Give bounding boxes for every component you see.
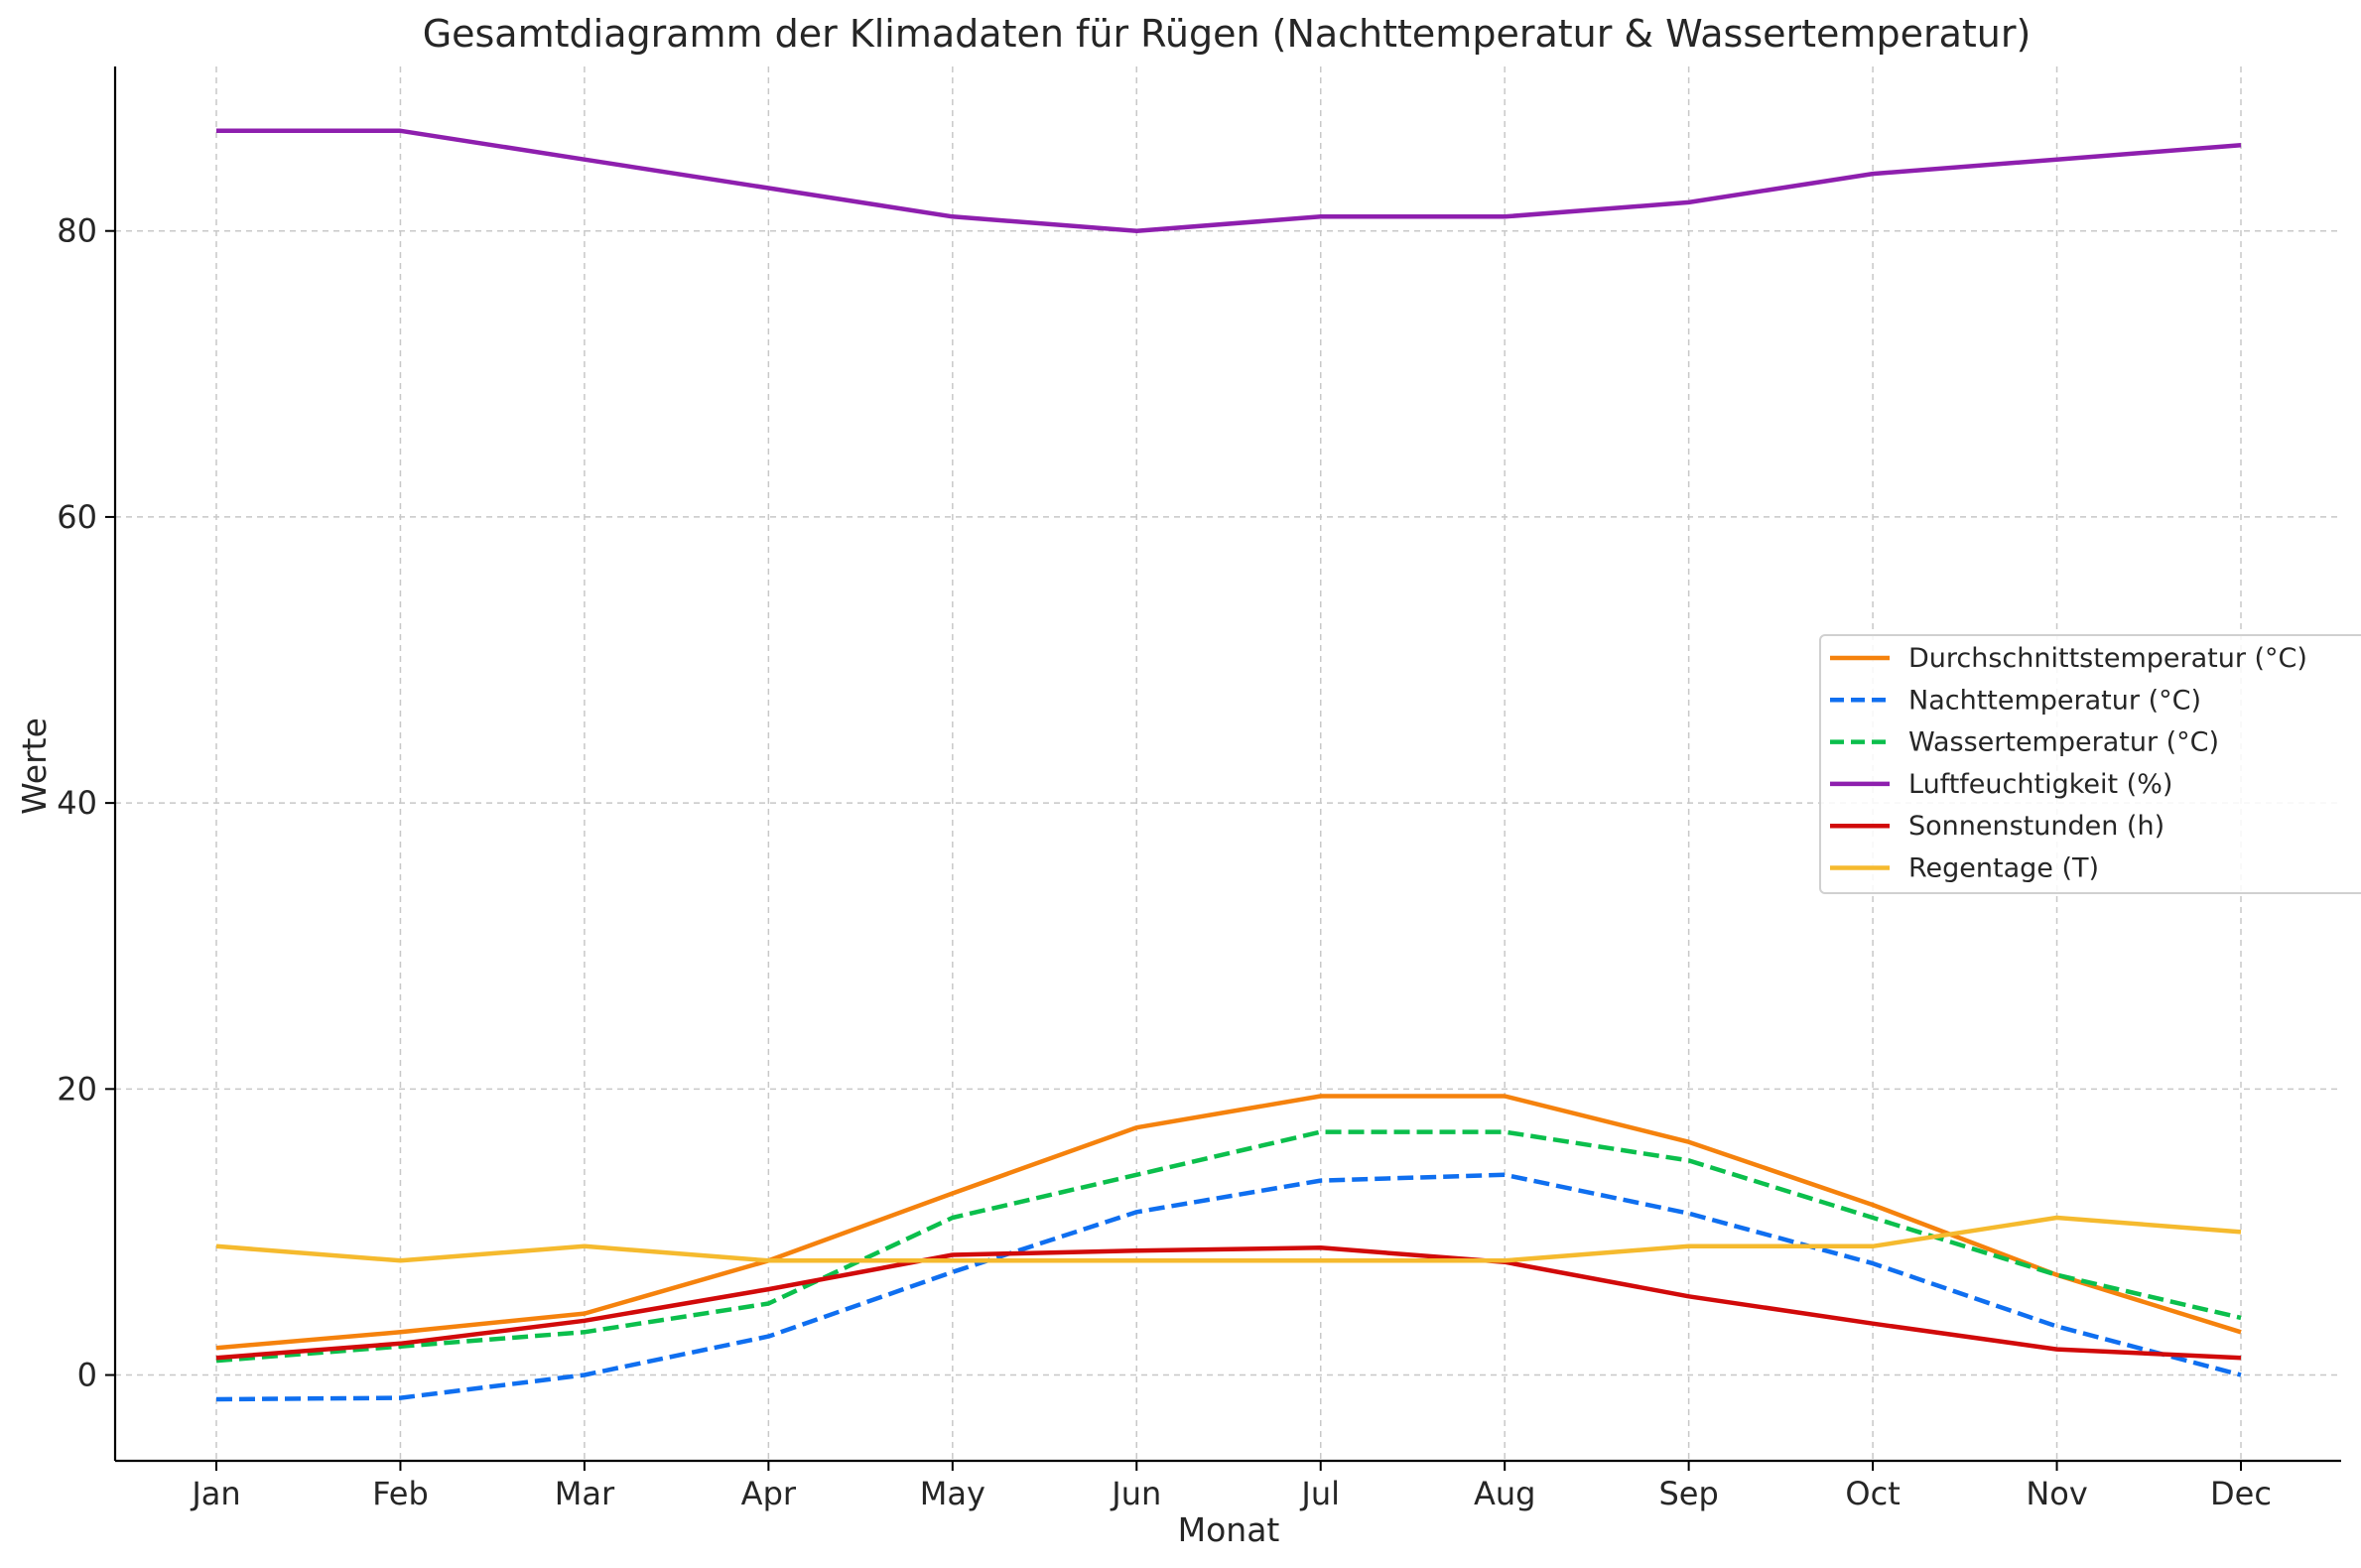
x-tick-label: May (920, 1475, 985, 1512)
y-tick-label: 40 (57, 784, 97, 822)
legend-label-4: Luftfeuchtigkeit (%) (1908, 769, 2172, 800)
y-tick-label: 20 (57, 1070, 97, 1108)
x-tick-label: Jun (1110, 1475, 1161, 1512)
series-layer (215, 128, 2242, 1402)
y-tick-label: 80 (57, 212, 97, 250)
series-line-4 (216, 128, 2242, 233)
legend: Durchschnittstemperatur (°C) Nachttempera… (1819, 634, 2361, 894)
x-tick-label: Aug (1474, 1475, 1535, 1512)
y-ticks: 0 20 40 60 80 (57, 212, 115, 1394)
axes (113, 66, 2341, 1463)
x-tick-label: Mar (555, 1475, 615, 1512)
x-tick-label: Jul (1299, 1475, 1340, 1512)
x-tick-label: Feb (372, 1475, 429, 1512)
series-line-2 (215, 1172, 2242, 1402)
legend-label-3: Wassertemperatur (°C) (1908, 727, 2219, 758)
y-tick-label: 0 (77, 1357, 97, 1394)
y-tick-label: 60 (57, 498, 97, 536)
grid (115, 66, 2341, 1461)
y-axis-label: Werte (15, 718, 54, 815)
series-line-3 (215, 1129, 2242, 1364)
x-tick-label: Apr (741, 1475, 797, 1512)
legend-label-1: Durchschnittstemperatur (°C) (1908, 643, 2307, 674)
x-tick-label: Dec (2210, 1475, 2272, 1512)
legend-label-2: Nachttemperatur (°C) (1908, 685, 2201, 716)
legend-label-5: Sonnenstunden (h) (1908, 811, 2164, 842)
x-ticks: Jan Feb Mar Apr May Jun Jul Aug Sep Oct Nov Dec (190, 1461, 2272, 1512)
series-line-6 (215, 1215, 2242, 1263)
x-axis-label: Monat (1178, 1510, 1280, 1549)
x-tick-label: Oct (1845, 1475, 1900, 1512)
legend-label-6: Regentage (T) (1908, 853, 2099, 884)
x-tick-label: Sep (1658, 1475, 1718, 1512)
legend-frame (1819, 634, 2361, 894)
chart-title: Gesamtdiagramm der Klimadaten für Rügen … (423, 12, 2032, 56)
series-line-5 (215, 1245, 2242, 1361)
x-tick-label: Nov (2026, 1475, 2087, 1512)
series-line-1 (215, 1094, 2242, 1351)
x-tick-label: Jan (190, 1475, 240, 1512)
